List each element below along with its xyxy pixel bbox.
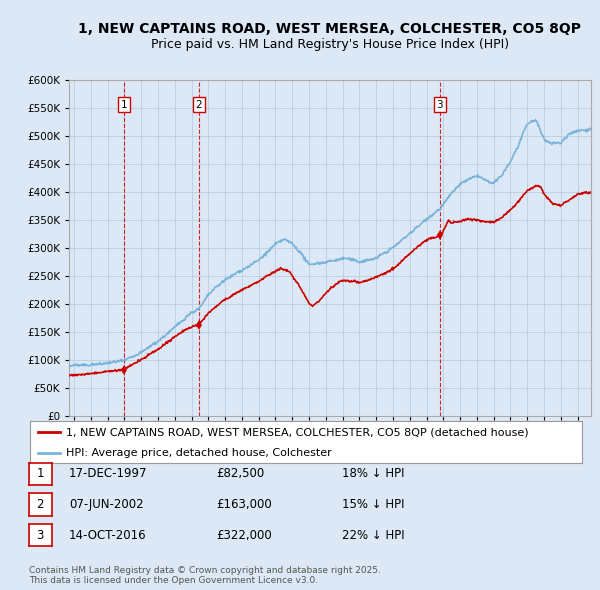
Text: 18% ↓ HPI: 18% ↓ HPI (342, 467, 404, 480)
Text: 3: 3 (37, 529, 44, 542)
Text: 14-OCT-2016: 14-OCT-2016 (69, 529, 146, 542)
Text: £322,000: £322,000 (216, 529, 272, 542)
Text: 15% ↓ HPI: 15% ↓ HPI (342, 498, 404, 511)
Text: 2: 2 (37, 498, 44, 511)
Text: 1, NEW CAPTAINS ROAD, WEST MERSEA, COLCHESTER, CO5 8QP (detached house): 1, NEW CAPTAINS ROAD, WEST MERSEA, COLCH… (66, 427, 529, 437)
Text: 07-JUN-2002: 07-JUN-2002 (69, 498, 143, 511)
Text: 1, NEW CAPTAINS ROAD, WEST MERSEA, COLCHESTER, CO5 8QP: 1, NEW CAPTAINS ROAD, WEST MERSEA, COLCH… (79, 22, 581, 37)
Text: 3: 3 (436, 100, 443, 110)
Text: Contains HM Land Registry data © Crown copyright and database right 2025.
This d: Contains HM Land Registry data © Crown c… (29, 566, 380, 585)
Text: £163,000: £163,000 (216, 498, 272, 511)
Text: 22% ↓ HPI: 22% ↓ HPI (342, 529, 404, 542)
Text: HPI: Average price, detached house, Colchester: HPI: Average price, detached house, Colc… (66, 448, 332, 457)
Text: 2: 2 (196, 100, 202, 110)
Text: 1: 1 (37, 467, 44, 480)
Text: 17-DEC-1997: 17-DEC-1997 (69, 467, 148, 480)
Text: 1: 1 (121, 100, 127, 110)
Text: Price paid vs. HM Land Registry's House Price Index (HPI): Price paid vs. HM Land Registry's House … (151, 38, 509, 51)
Text: £82,500: £82,500 (216, 467, 264, 480)
